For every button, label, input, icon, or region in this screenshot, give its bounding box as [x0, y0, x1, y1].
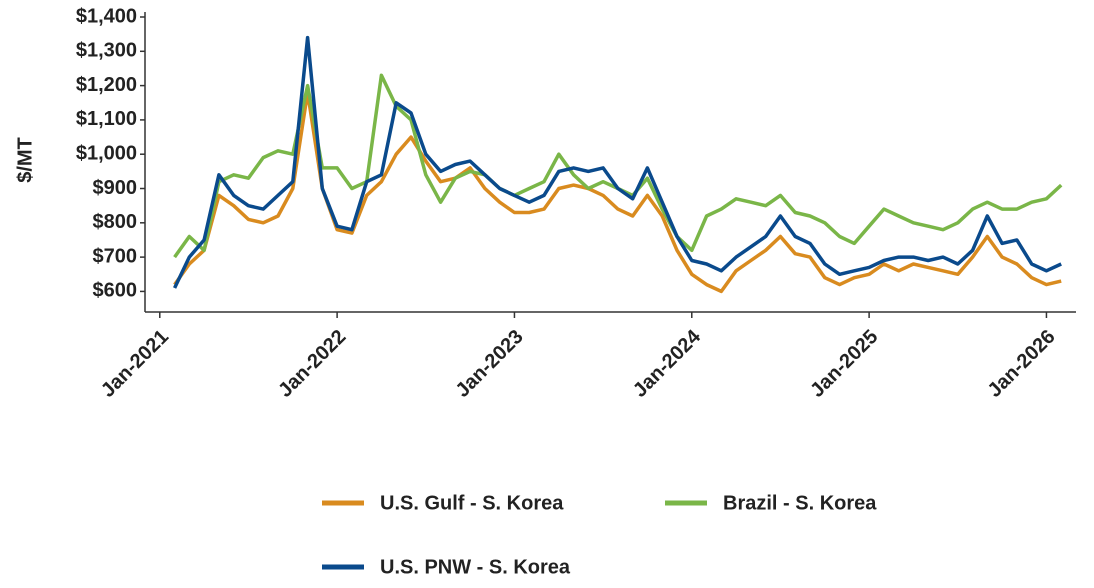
- y-tick-label: $600: [93, 280, 138, 302]
- y-tick-label: $1,400: [76, 5, 137, 27]
- x-tick-label: Jan-2025: [806, 326, 882, 402]
- y-axis-label: $/MT: [14, 137, 36, 183]
- x-tick-label: Jan-2022: [274, 326, 350, 402]
- y-tick-label: $1,100: [76, 108, 137, 130]
- y-tick-label: $900: [93, 177, 138, 199]
- legend-label: Brazil - S. Korea: [723, 492, 877, 514]
- series-line: [173, 35, 1062, 289]
- y-tick-label: $800: [93, 211, 138, 233]
- legend-label: U.S. PNW - S. Korea: [380, 556, 571, 578]
- y-tick-label: $1,200: [76, 74, 137, 96]
- legend-item: U.S. Gulf - S. Korea: [322, 492, 564, 514]
- y-tick-label: $1,000: [76, 142, 137, 164]
- legend-item: U.S. PNW - S. Korea: [322, 556, 571, 578]
- legend-item: Brazil - S. Korea: [665, 492, 877, 514]
- x-tick-label: Jan-2024: [629, 325, 706, 402]
- x-tick-label: Jan-2023: [452, 326, 528, 402]
- x-tick-label: Jan-2026: [984, 326, 1060, 402]
- y-tick-label: $700: [93, 245, 138, 267]
- x-tick-label: Jan-2021: [97, 326, 173, 402]
- y-tick-label: $1,300: [76, 40, 137, 62]
- legend-label: U.S. Gulf - S. Korea: [380, 492, 564, 514]
